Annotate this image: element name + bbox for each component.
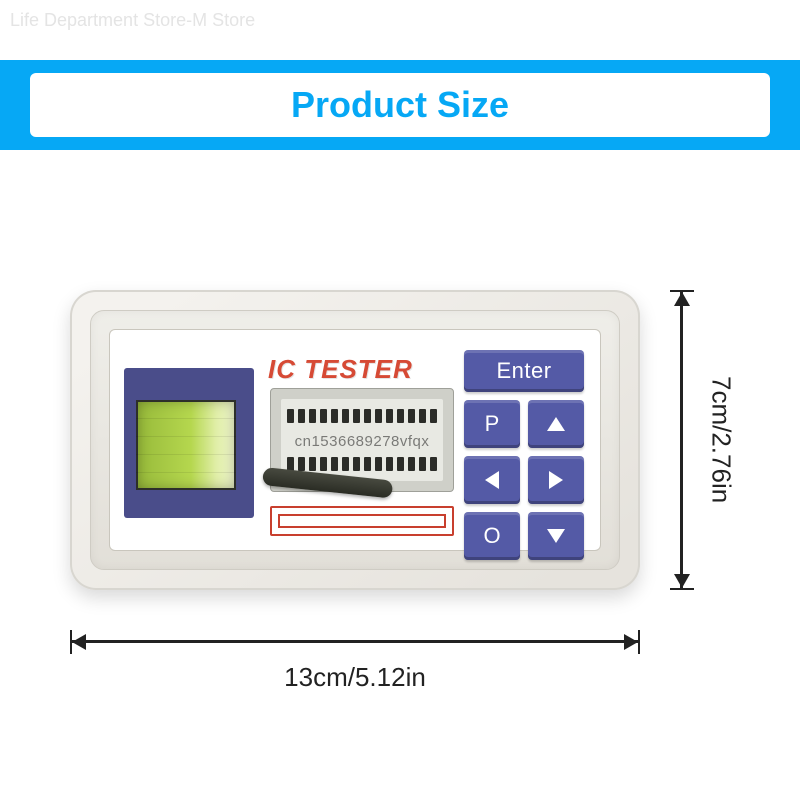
model-label-frame [270, 506, 454, 536]
left-button[interactable] [464, 456, 520, 504]
arrow-up-icon [547, 417, 565, 431]
store-watermark: Life Department Store-M Store [10, 10, 255, 31]
arrow-right-icon [624, 634, 638, 650]
model-label-inner [278, 514, 446, 528]
height-dimension [670, 290, 694, 590]
product-stage: IC TESTER cn1536689278vfqx [0, 180, 800, 740]
up-button[interactable] [528, 400, 584, 448]
o-button[interactable]: O [464, 512, 520, 560]
keypad: Enter P [464, 350, 584, 560]
lcd-frame [124, 368, 254, 518]
device-title: IC TESTER [268, 354, 413, 385]
height-label: 7cm/2.76in [706, 290, 736, 590]
banner-title: Product Size [291, 84, 509, 126]
arrow-left-icon [485, 471, 499, 489]
seller-id-watermark: cn1536689278vfqx [271, 433, 453, 450]
down-button[interactable] [528, 512, 584, 560]
zif-pins-bottom [287, 457, 437, 471]
banner: Product Size [0, 60, 800, 150]
banner-inner: Product Size [30, 73, 770, 137]
zif-socket: cn1536689278vfqx [270, 388, 454, 492]
arrow-down-icon [547, 529, 565, 543]
width-dimension [70, 630, 640, 654]
right-button[interactable] [528, 456, 584, 504]
device-face: IC TESTER cn1536689278vfqx [90, 310, 620, 570]
device-panel: IC TESTER cn1536689278vfqx [109, 329, 601, 551]
arrow-right-icon [549, 471, 563, 489]
enter-button[interactable]: Enter [464, 350, 584, 392]
lcd-screen [136, 400, 236, 490]
arrow-down-icon [674, 574, 690, 588]
width-label: 13cm/5.12in [70, 662, 640, 693]
device-shell: IC TESTER cn1536689278vfqx [70, 290, 640, 590]
p-button[interactable]: P [464, 400, 520, 448]
zif-pins-top [287, 409, 437, 423]
